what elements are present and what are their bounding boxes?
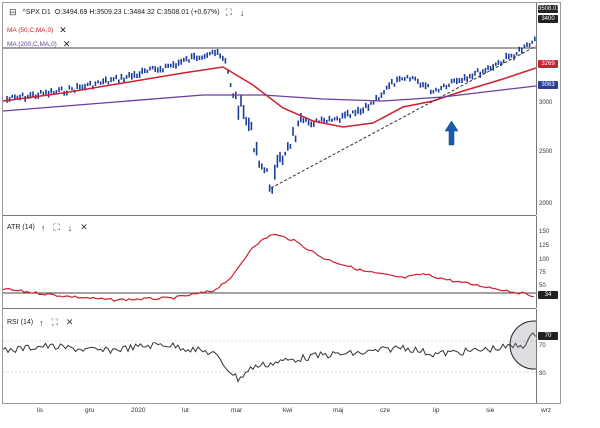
ma50-label: MA (50,C,MA,0) xyxy=(7,27,54,34)
rsi-header: RSI (14) ↑ ⛶ ✕ xyxy=(7,317,75,328)
x-tick-gru: gru xyxy=(85,407,95,414)
expand-icon[interactable]: ⛶ xyxy=(225,7,232,17)
ma50-legend: MA (50,C,MA,0) ✕ xyxy=(7,25,67,36)
highlight-circle xyxy=(509,320,536,370)
atr-panel[interactable]: ATR (14) ↑ ⛶ ↓ ✕ xyxy=(3,216,536,309)
trend-line xyxy=(270,45,536,189)
close-icon[interactable]: ✕ xyxy=(65,317,74,327)
price-header: ⊟ ^SPX D1 O:3494.69 H:3509.23 L:3484.32 … xyxy=(7,7,246,18)
rsi-tick-30: 30 xyxy=(539,371,546,377)
x-tick-maj: maj xyxy=(333,407,344,414)
price-badge-ma50: 3269 xyxy=(538,60,558,68)
rsi-line xyxy=(3,332,536,383)
rsi-chart xyxy=(3,320,536,383)
price-tick-2500: 2500 xyxy=(539,149,553,155)
up-arrow-icon[interactable]: ↑ xyxy=(40,222,46,233)
atr-line xyxy=(3,233,535,302)
chart-window: ⊟ ^SPX D1 O:3494.69 H:3509.23 L:3484.32 … xyxy=(2,2,561,404)
expand-icon[interactable]: ⛶ xyxy=(51,317,58,327)
price-badge-level: 3400 xyxy=(538,15,558,23)
expand-icon[interactable]: ⛶ xyxy=(53,222,60,232)
rsi-panel[interactable]: RSI (14) ↑ ⛶ ✕ xyxy=(3,309,536,403)
x-tick-mar: mar xyxy=(231,407,243,414)
price-chart xyxy=(3,36,536,194)
price-panel[interactable]: ⊟ ^SPX D1 O:3494.69 H:3509.23 L:3484.32 … xyxy=(3,3,536,216)
rsi-badge: 70 xyxy=(538,332,558,340)
ma200-legend: MA (200,C,MA,0) ✕ xyxy=(7,39,70,50)
price-tick-3000: 3000 xyxy=(539,100,553,106)
atr-title: ATR (14) xyxy=(7,224,35,231)
down-arrow-icon[interactable]: ↓ xyxy=(239,7,245,18)
x-tick-lut: lut xyxy=(182,407,189,414)
x-tick-kwi: kwi xyxy=(283,407,293,414)
ma200-line xyxy=(3,85,536,112)
atr-tick-50: 50 xyxy=(539,283,546,289)
rsi-title: RSI (14) xyxy=(7,319,34,326)
rsi-y-axis: 70 70 30 xyxy=(536,309,561,403)
x-tick-2020: 2020 xyxy=(131,407,146,414)
ma50-line xyxy=(3,66,536,128)
rsi-tick-70: 70 xyxy=(539,343,546,349)
close-icon[interactable]: ✕ xyxy=(80,222,88,232)
ma200-label: MA (200,C,MA,0) xyxy=(7,41,57,48)
price-y-axis: 3508.01 3400 3269 3063 3000 2500 2000 xyxy=(536,3,561,215)
x-tick-cze: cze xyxy=(380,407,391,414)
close-icon[interactable]: ✕ xyxy=(59,25,67,35)
atr-tick-125: 125 xyxy=(539,243,550,249)
symbol-label: ^SPX D1 xyxy=(22,9,51,16)
ohlc-label: O:3494.69 H:3509.23 L:3484.32 C:3508.01 … xyxy=(54,9,220,16)
up-arrow-icon[interactable]: ↑ xyxy=(39,317,44,328)
x-tick-lip: lip xyxy=(433,407,440,414)
price-badge-close: 3508.01 xyxy=(538,5,560,13)
x-tick-wrz: wrz xyxy=(541,407,552,414)
atr-chart xyxy=(3,233,536,302)
atr-tick-75: 75 xyxy=(539,270,546,276)
price-badge-ma200: 3063 xyxy=(538,81,558,89)
atr-badge: 34 xyxy=(538,291,558,299)
x-tick-sie: sie xyxy=(486,407,495,414)
down-arrow-icon[interactable]: ↓ xyxy=(67,222,73,233)
atr-tick-100: 100 xyxy=(539,257,550,263)
atr-tick-150: 150 xyxy=(539,229,550,235)
atr-y-axis: 150 125 100 75 50 34 xyxy=(536,216,561,308)
up-arrow-annotation xyxy=(444,120,459,146)
collapse-icon[interactable]: ⊟ xyxy=(9,7,17,17)
close-icon[interactable]: ✕ xyxy=(62,39,71,49)
atr-header: ATR (14) ↑ ⛶ ↓ ✕ xyxy=(7,222,90,233)
price-tick-2000: 2000 xyxy=(539,201,553,207)
x-tick-lis: lis xyxy=(37,407,44,414)
